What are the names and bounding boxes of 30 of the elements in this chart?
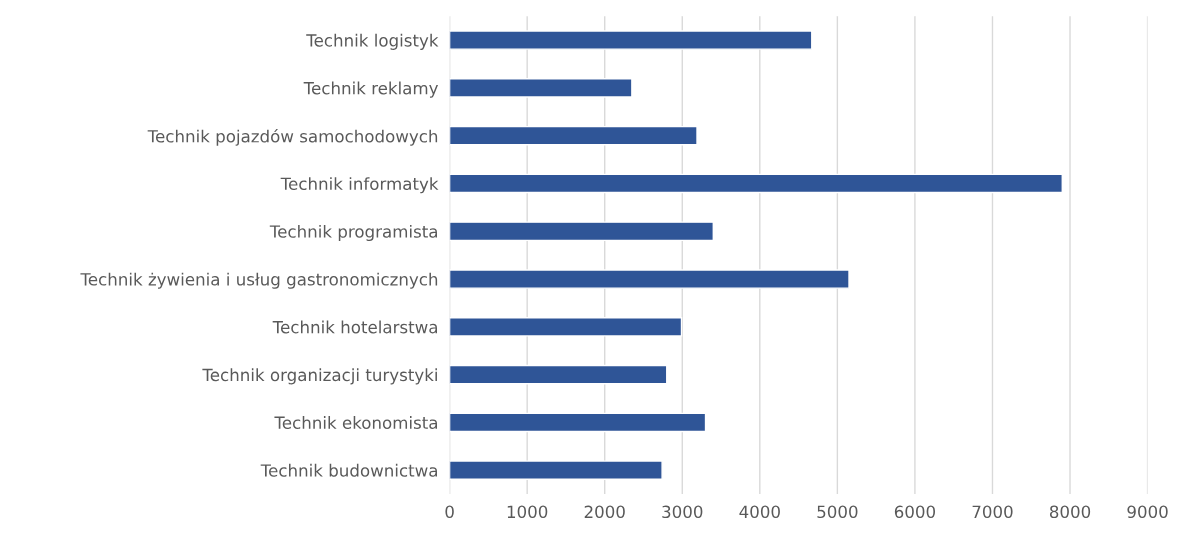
bar [449, 317, 683, 337]
x-tick-label: 9000 [1127, 505, 1168, 519]
y-tick-label: Technik hotelarstwa [272, 320, 437, 334]
x-tick-label: 8000 [1049, 505, 1091, 519]
bar [449, 460, 663, 480]
bar [449, 125, 698, 146]
bar [449, 364, 668, 385]
bar [449, 269, 850, 289]
y-tick-label: Technik pojazdów samochodowych [147, 129, 438, 146]
y-tick-label: Technik budownictwa [260, 463, 437, 477]
y-tick-label: Technik logistyk [306, 33, 439, 50]
x-tick-label: 6000 [894, 505, 936, 519]
x-tick-label: 1000 [507, 505, 548, 519]
bar [449, 221, 714, 242]
y-tick-label: Technik ekonomista [274, 416, 437, 429]
bar [449, 78, 633, 98]
bar [449, 30, 813, 50]
x-tick-label: 3000 [662, 505, 703, 519]
y-tick-label: Technik programista [269, 224, 437, 242]
x-tick-label: 5000 [817, 505, 858, 519]
x-tick-label: 4000 [739, 505, 780, 519]
x-tick-label: 7000 [972, 505, 1013, 519]
y-tick-label: Technik informatyk [280, 177, 439, 194]
x-tick-label: 0 [445, 505, 454, 519]
y-tick-label: Technik reklamy [303, 81, 439, 98]
x-tick-label: 2000 [584, 505, 625, 519]
bar [449, 173, 1063, 194]
y-tick-label: Technik żywienia i usług gastronomicznych [80, 272, 438, 289]
y-tick-label: Technik organizacji turystyki [202, 368, 437, 385]
bar [449, 412, 707, 433]
